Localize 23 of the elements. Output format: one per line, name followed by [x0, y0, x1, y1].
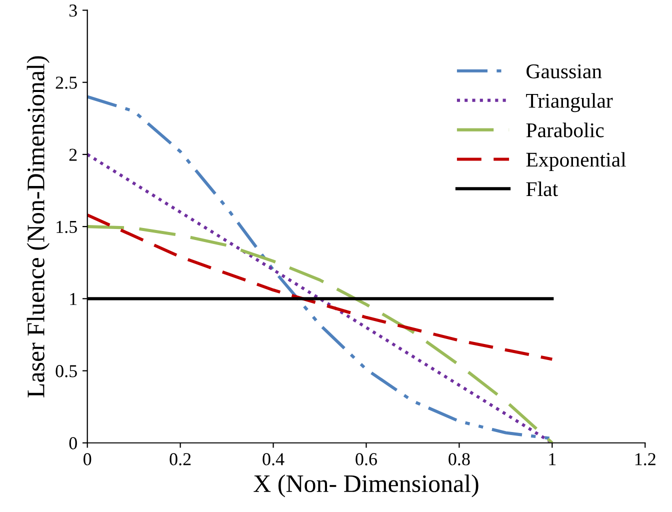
x-axis-title: X (Non- Dimensional) [254, 474, 478, 498]
line-series [87, 225, 554, 443]
line-series [87, 213, 554, 361]
x-tick-label: 1 [549, 453, 556, 466]
y-tick-label: 3 [69, 4, 77, 17]
y-tick-label: 2.5 [56, 76, 77, 89]
x-tick-label: 0.8 [448, 453, 470, 466]
y-tick-label: 0.5 [56, 365, 77, 378]
x-tick-label: 1.2 [635, 453, 656, 466]
legend-label: Exponential [526, 152, 626, 171]
x-tick-label: 0 [84, 453, 92, 466]
y-tick-label: 1 [70, 293, 77, 305]
y-tick-label: 2 [69, 148, 77, 161]
legend-label: Flat [526, 182, 558, 196]
legend-label: Triangular [526, 93, 613, 112]
legend-label: Gaussian [526, 64, 602, 78]
y-axis-title: Laser Fluence (Non-Dimensional) [26, 56, 50, 398]
y-tick-label: 1.5 [56, 220, 77, 234]
x-tick-label: 0.6 [356, 453, 377, 466]
legend-label: Parabolic [526, 122, 604, 138]
x-tick-label: 0.4 [262, 453, 284, 466]
y-tick-label: 0 [69, 437, 77, 450]
x-tick-label: 0.2 [170, 453, 191, 466]
